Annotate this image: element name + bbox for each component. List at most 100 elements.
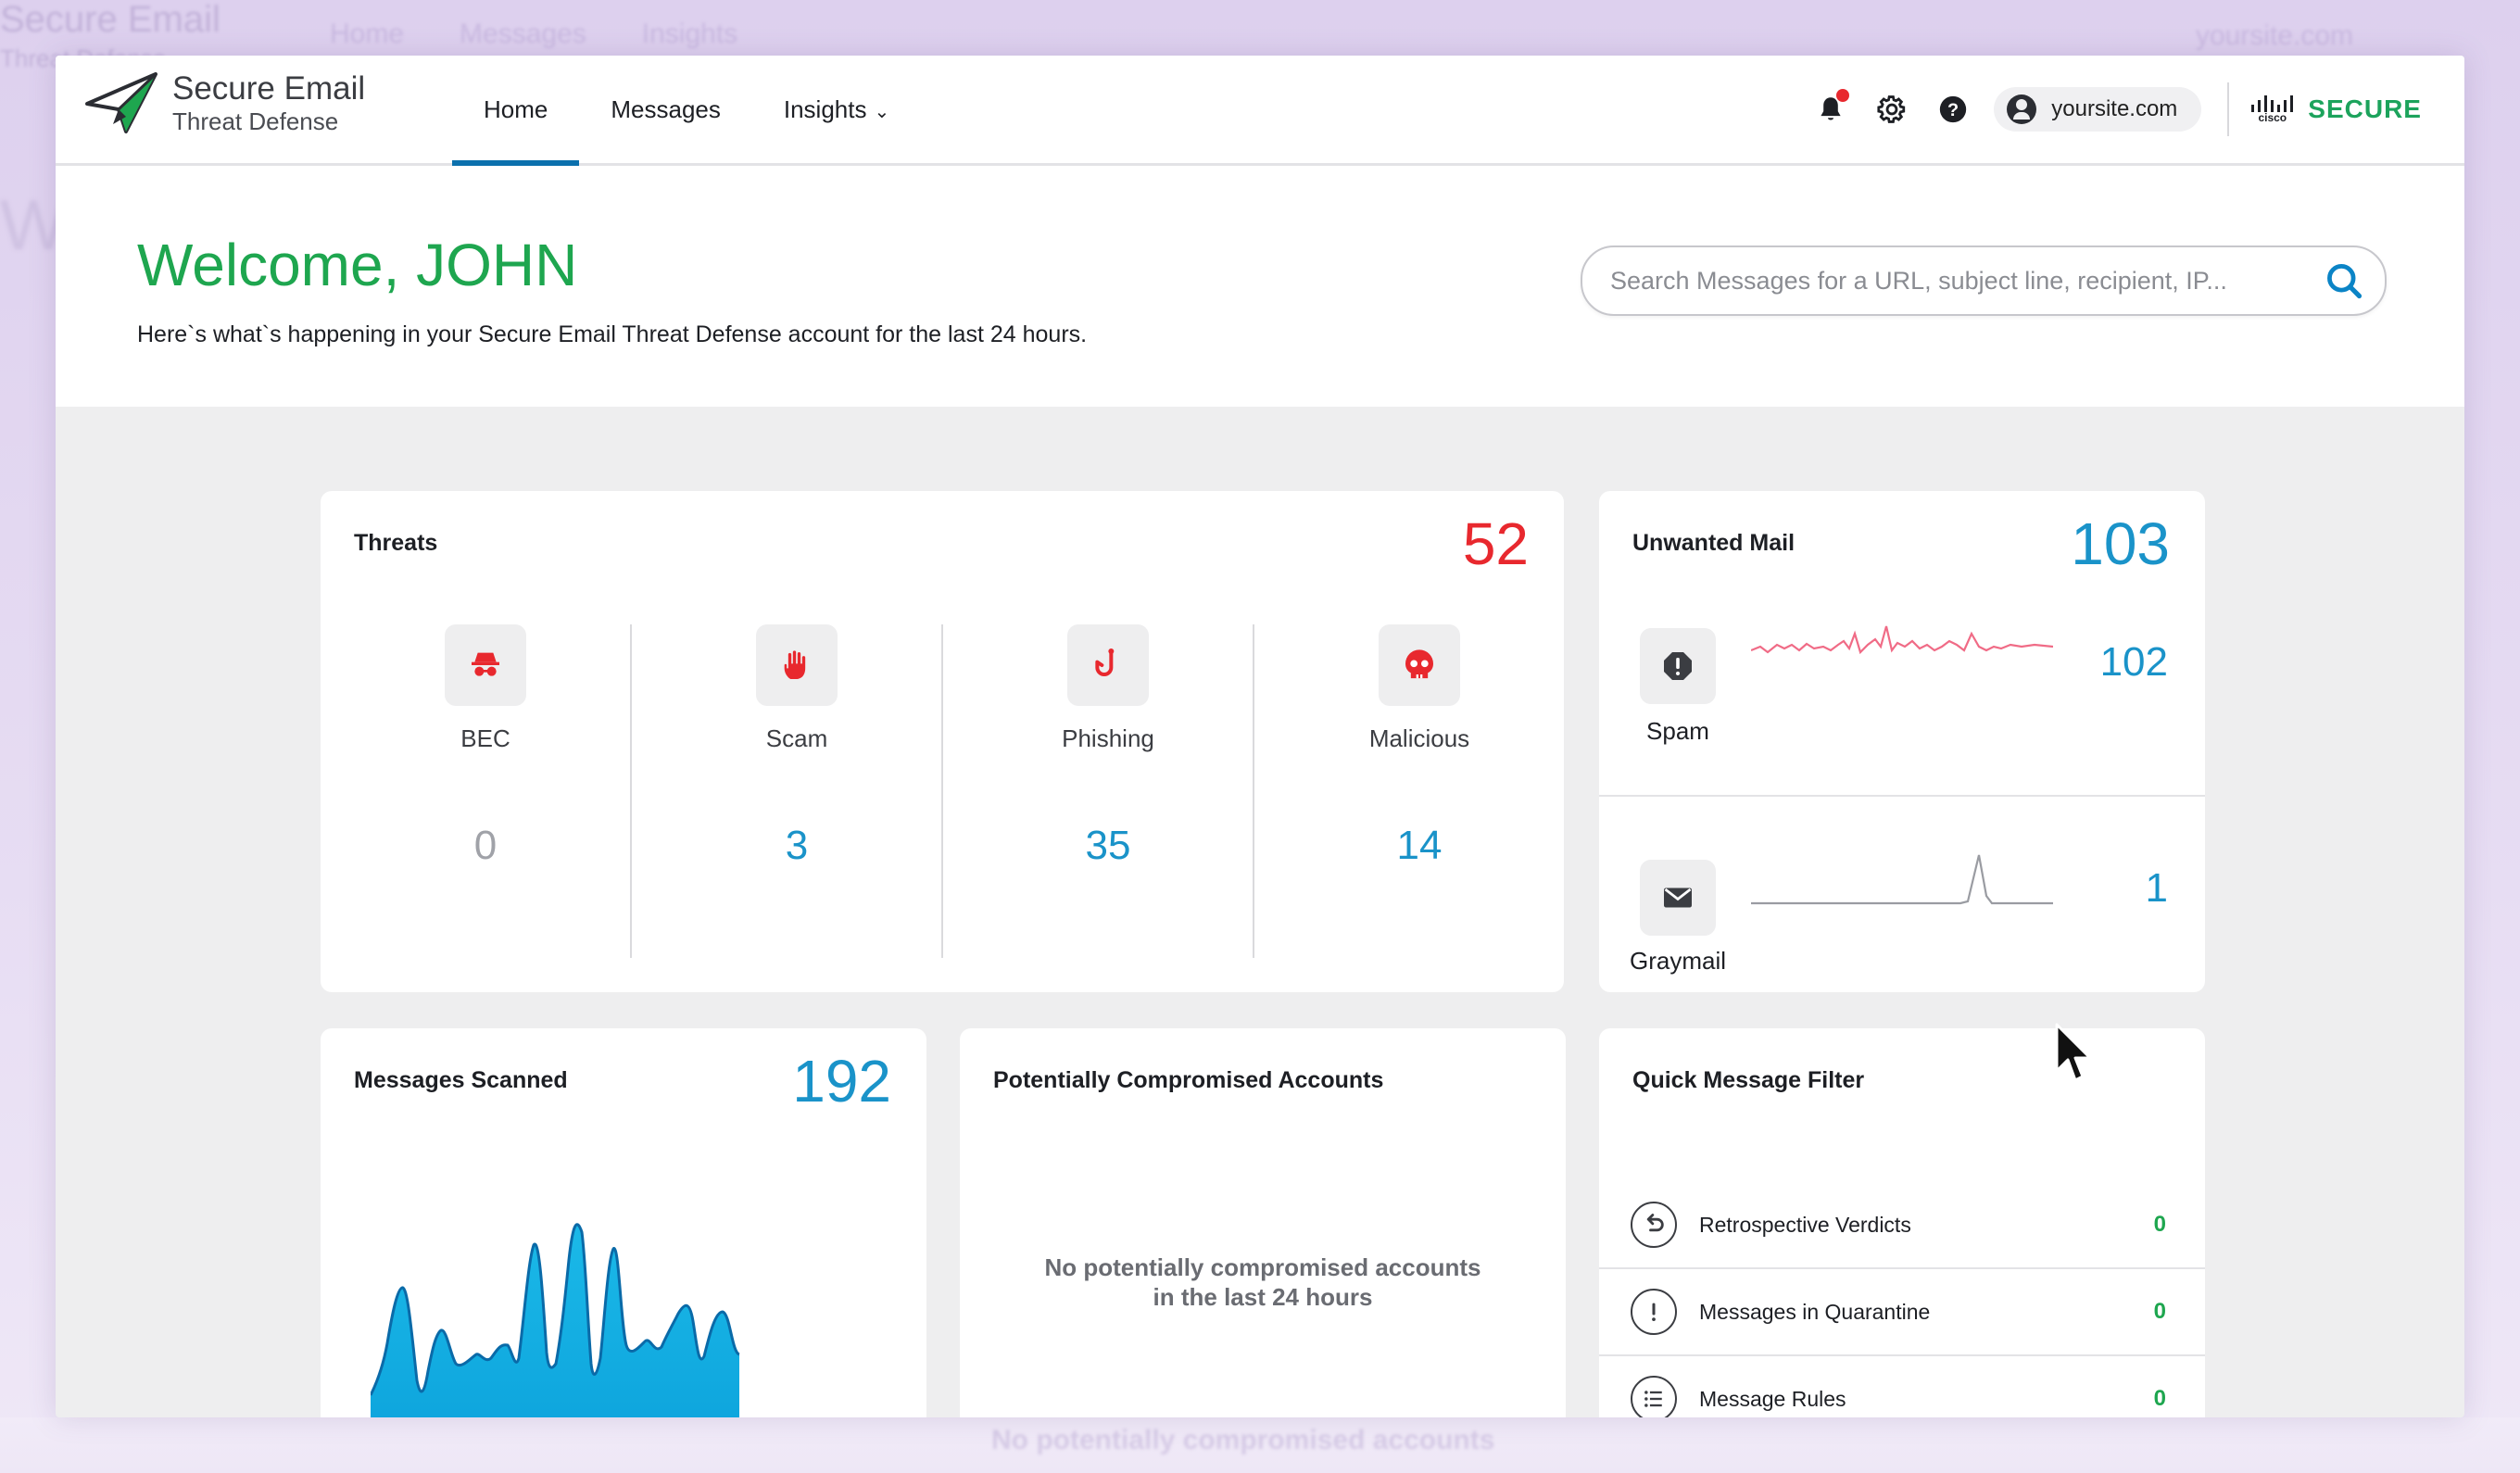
- list-icon: [1644, 1391, 1662, 1407]
- threats-card[interactable]: Threats 52 BEC 0 Scam 3 Phishing 35: [321, 491, 1564, 992]
- quick-message-filter-title: Quick Message Filter: [1632, 1067, 1865, 1093]
- unwanted-mail-total: 103: [2071, 510, 2170, 577]
- brand-title: Secure Email: [172, 70, 366, 107]
- help-button[interactable]: ?: [1933, 89, 1973, 130]
- filter-quarantine-label: Messages in Quarantine: [1699, 1299, 1931, 1324]
- header-divider: [2227, 82, 2230, 136]
- messages-scanned-total: 192: [792, 1048, 891, 1114]
- graymail-row[interactable]: Graymail 1: [1599, 797, 2205, 992]
- rules-icon-box: [1631, 1376, 1677, 1417]
- compromised-accounts-card[interactable]: Potentially Compromised Accounts No pote…: [960, 1028, 1566, 1417]
- threat-scam-value: 3: [785, 823, 809, 868]
- notifications-button[interactable]: [1810, 89, 1851, 130]
- unwanted-mail-card[interactable]: Unwanted Mail 103 Spam 102 Graymail 1: [1599, 491, 2205, 992]
- threat-phishing-value: 35: [1085, 823, 1131, 868]
- graymail-label: Graymail: [1629, 947, 1726, 975]
- backdrop-bottom-ghost: No potentially compromised accounts: [0, 1417, 2520, 1473]
- search-input[interactable]: [1608, 255, 2316, 307]
- welcome-title: Welcome, JOHN: [137, 232, 578, 298]
- filter-retrospective-count: 0: [2153, 1212, 2166, 1237]
- threat-bec-label: BEC: [460, 724, 510, 752]
- help-icon: ?: [1940, 95, 1967, 123]
- threat-divider: [941, 624, 943, 958]
- empty-message-line2: in the last 24 hours: [1153, 1283, 1373, 1311]
- retro-icon-box: [1631, 1202, 1677, 1248]
- spy-icon: [472, 652, 499, 676]
- threat-malicious-icon-box: [1379, 624, 1460, 706]
- hand-icon: [784, 650, 806, 679]
- skull-icon: [1405, 649, 1433, 679]
- threat-scam[interactable]: Scam 3: [632, 624, 943, 958]
- nav-home[interactable]: Home: [452, 56, 580, 166]
- filter-message-rules[interactable]: Message Rules 0: [1599, 1354, 2205, 1417]
- brand-subtitle: Threat Defense: [172, 107, 339, 135]
- welcome-section: Welcome, JOHN Here`s what`s happening in…: [56, 166, 2464, 407]
- threat-scam-icon-box: [756, 624, 838, 706]
- threat-bec-value: 0: [473, 823, 498, 868]
- svg-text:?: ?: [1947, 100, 1959, 120]
- undo-icon: [1646, 1214, 1664, 1232]
- fishhook-icon: [1095, 648, 1115, 676]
- messages-scanned-card[interactable]: Messages Scanned 192: [321, 1028, 926, 1417]
- threat-bec[interactable]: BEC 0: [321, 624, 632, 958]
- filter-retrospective-label: Retrospective Verdicts: [1699, 1212, 1911, 1237]
- compromised-accounts-title: Potentially Compromised Accounts: [993, 1067, 1384, 1093]
- envelope-icon: [1664, 888, 1692, 908]
- user-avatar-icon: [2007, 94, 2037, 124]
- notification-dot: [1836, 89, 1850, 102]
- spam-row[interactable]: Spam 102: [1599, 491, 2205, 797]
- backdrop-domain-ghost: yoursite.com: [2195, 20, 2353, 51]
- bell-icon: [1821, 97, 1841, 120]
- threat-phishing-icon-box: [1067, 624, 1149, 706]
- nav-insights[interactable]: Insights ⌄: [752, 56, 921, 163]
- top-right-controls: ? yoursite.com cisco SECURE: [1810, 56, 2464, 163]
- brand-logo[interactable]: Secure Email Threat Defense: [85, 70, 365, 135]
- brand-text: Secure Email Threat Defense: [172, 70, 365, 135]
- threat-bec-icon-box: [445, 624, 526, 706]
- spam-icon-box: [1640, 628, 1716, 704]
- filter-rules-count: 0: [2153, 1386, 2166, 1411]
- messages-scanned-area-chart: [371, 1223, 740, 1417]
- threats-total: 52: [1462, 510, 1529, 577]
- account-domain-button[interactable]: yoursite.com: [1994, 87, 2202, 132]
- threat-malicious-label: Malicious: [1368, 724, 1470, 752]
- filter-quarantine-count: 0: [2153, 1299, 2166, 1324]
- threats-title: Threats: [354, 530, 438, 556]
- threat-malicious[interactable]: Malicious 14: [1254, 624, 1566, 958]
- threat-malicious-value: 14: [1396, 823, 1443, 868]
- secure-wordmark: SECURE: [2308, 94, 2422, 123]
- compromised-accounts-empty-message: No potentially compromised accounts in t…: [960, 1253, 1566, 1312]
- threat-divider: [630, 624, 632, 958]
- top-navbar: Secure Email Threat Defense Home Message…: [56, 56, 2464, 166]
- graymail-icon-box: [1640, 860, 1716, 936]
- chevron-down-icon: ⌄: [874, 102, 890, 122]
- threat-phishing[interactable]: Phishing 35: [943, 624, 1254, 958]
- search-icon[interactable]: [2324, 260, 2364, 301]
- settings-button[interactable]: [1871, 89, 1912, 130]
- threat-phishing-label: Phishing: [1062, 724, 1154, 752]
- app-window: Secure Email Threat Defense Home Message…: [56, 56, 2464, 1417]
- shield-alert-icon: [1664, 652, 1692, 680]
- mouse-cursor-icon: [2055, 1023, 2092, 1082]
- spam-sparkline: [1751, 625, 2053, 655]
- cisco-bars-icon: cisco: [2249, 94, 2295, 124]
- nav-messages[interactable]: Messages: [579, 56, 752, 163]
- cisco-secure-logo: cisco SECURE: [2249, 94, 2422, 124]
- nav-messages-label: Messages: [611, 95, 721, 123]
- filter-rules-label: Message Rules: [1699, 1386, 1846, 1411]
- quick-message-filter-card: Quick Message Filter Retrospective Verdi…: [1599, 1028, 2205, 1417]
- paper-plane-icon: [85, 72, 158, 133]
- messages-scanned-title: Messages Scanned: [354, 1067, 568, 1093]
- main-nav: Home Messages Insights ⌄: [452, 56, 921, 166]
- backdrop-compromised-ghost: No potentially compromised accounts: [991, 1425, 1495, 1455]
- graymail-count: 1: [2145, 865, 2168, 911]
- unwanted-mail-title: Unwanted Mail: [1632, 530, 1796, 556]
- account-domain-label: yoursite.com: [2051, 96, 2178, 121]
- spam-count: 102: [2099, 639, 2168, 685]
- filter-messages-in-quarantine[interactable]: Messages in Quarantine 0: [1599, 1267, 2205, 1354]
- threat-divider: [1253, 624, 1254, 958]
- cisco-wordmark: cisco: [2258, 110, 2287, 124]
- filter-retrospective-verdicts[interactable]: Retrospective Verdicts 0: [1599, 1182, 2205, 1267]
- graymail-sparkline: [1751, 854, 2053, 905]
- backdrop-nav-ghost: Home Messages Insights: [330, 19, 738, 49]
